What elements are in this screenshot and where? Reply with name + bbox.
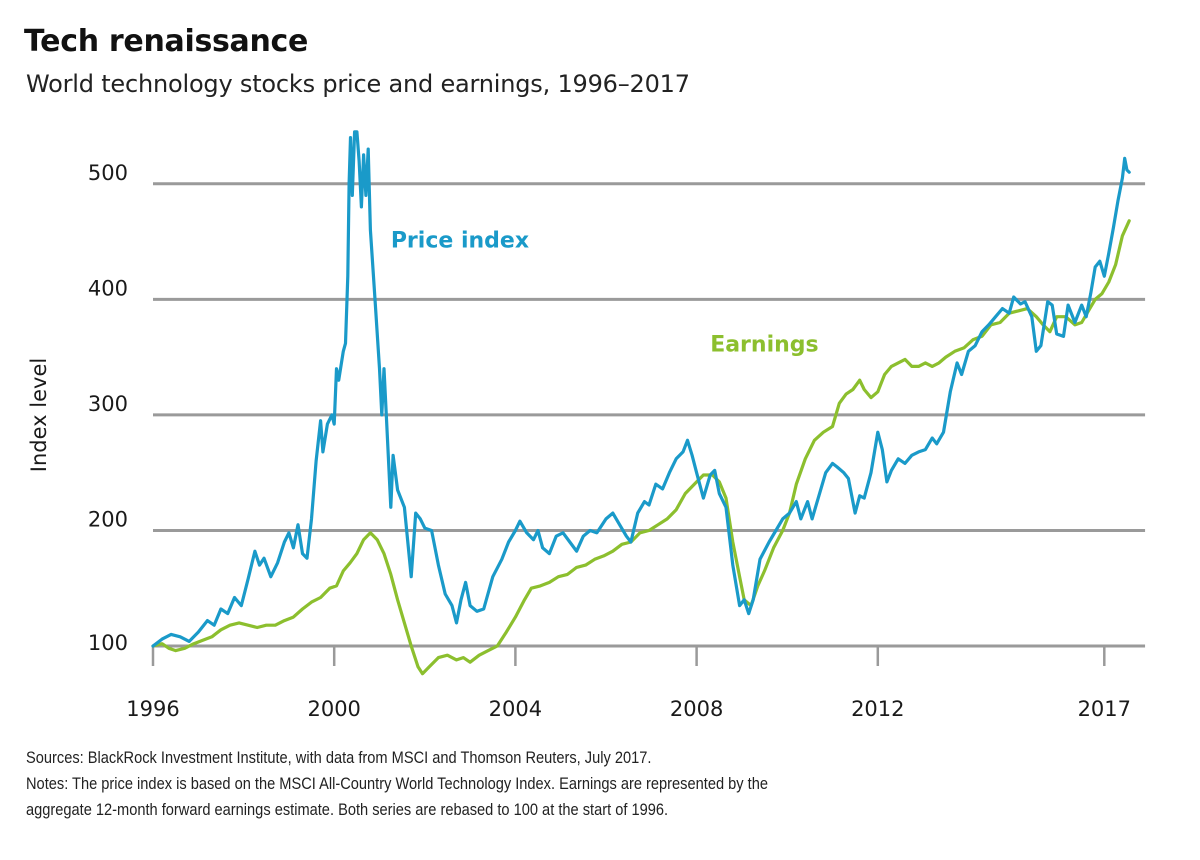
notes-line-2: aggregate 12-month forward earnings esti… — [26, 800, 669, 819]
x-tick-label: 2004 — [489, 697, 542, 721]
x-axis: 1996 2000 2004 2008 2012 2017 — [126, 646, 1131, 721]
x-tick-label: 2000 — [307, 697, 360, 721]
label-earnings: Earnings — [710, 332, 818, 357]
y-tick-label: 400 — [88, 276, 128, 300]
chart-title: Tech renaissance — [24, 24, 309, 59]
label-price-index: Price index — [391, 228, 529, 253]
x-tick-label: 1996 — [126, 697, 179, 721]
y-tick-label: 200 — [88, 507, 128, 531]
sources-note: Sources: BlackRock Investment Institute,… — [26, 748, 652, 767]
notes-line-1: Notes: The price index is based on the M… — [26, 774, 768, 793]
gridlines — [153, 182, 1146, 648]
series-line-earnings — [151, 219, 1131, 676]
y-tick-label: 100 — [88, 631, 128, 655]
y-axis-label: Index level — [27, 358, 51, 472]
x-tick-label: 2012 — [851, 697, 904, 721]
series-lines — [151, 130, 1131, 676]
x-tick-label: 2008 — [670, 697, 723, 721]
y-tick-label: 500 — [88, 161, 128, 185]
y-axis-ticks: 100 200 300 400 500 — [88, 161, 128, 655]
x-tick-label: 2017 — [1078, 697, 1131, 721]
chart-subtitle: World technology stocks price and earnin… — [26, 70, 690, 98]
series-labels: Price index Earnings — [391, 228, 819, 357]
y-tick-label: 300 — [88, 392, 128, 416]
series-line-price-index — [151, 130, 1131, 648]
